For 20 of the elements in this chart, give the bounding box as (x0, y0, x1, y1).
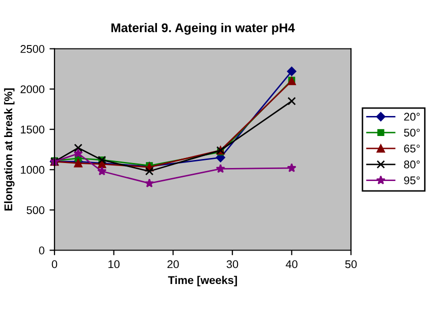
x-tick-label: 50 (345, 260, 357, 268)
x-tick-label: 30 (226, 260, 238, 268)
chart-title: Material 9. Ageing in water pH4 (111, 23, 295, 35)
x-tick-label: 0 (52, 260, 58, 268)
legend-label: 65° (404, 144, 420, 152)
legend-label: 50° (404, 128, 420, 137)
y-tick-label: 1000 (20, 166, 44, 174)
legend-label: 80° (404, 160, 420, 168)
y-tick-label: 0 (39, 246, 44, 254)
y-tick-label: 2000 (20, 85, 44, 94)
y-tick-label: 1500 (20, 126, 44, 134)
x-axis-title: Time [weeks] (168, 276, 237, 286)
x-tick-label: 10 (108, 260, 120, 268)
legend-label: 20° (404, 112, 420, 121)
y-tick-label: 2500 (20, 45, 44, 53)
legend-label: 95° (404, 176, 420, 184)
x-tick-label: 20 (167, 260, 179, 268)
y-axis-title: Elongation at break [%] (4, 88, 15, 210)
x-tick-label: 40 (286, 260, 298, 268)
y-tick-label: 500 (26, 206, 44, 214)
